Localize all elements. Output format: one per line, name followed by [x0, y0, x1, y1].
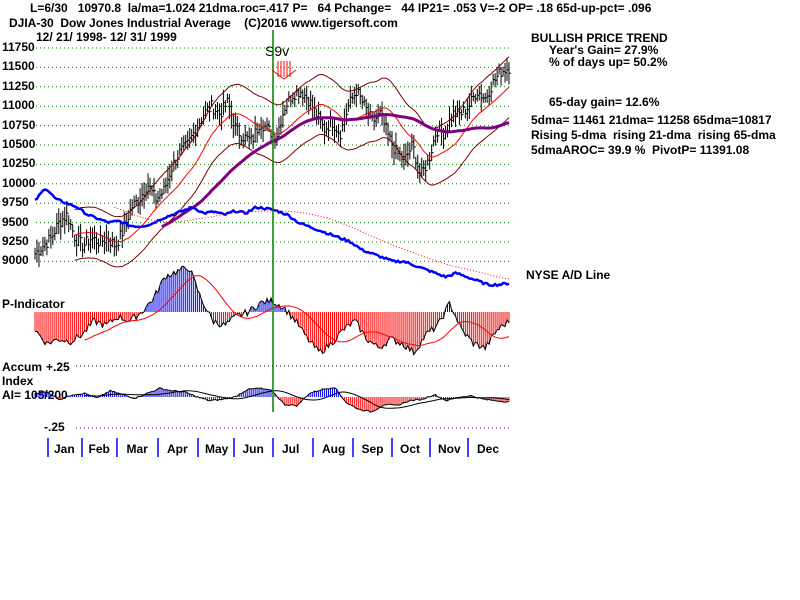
y-tick-label: 10500 — [2, 137, 36, 151]
year-gain: Year's Gain= 27.9% — [549, 43, 659, 57]
ma21-line — [74, 86, 510, 243]
days-up: % of days up= 50.2% — [549, 55, 668, 69]
p-indicator-label: P-Indicator — [2, 297, 65, 311]
minus25-label: -.25 — [44, 420, 65, 434]
month-label: Feb — [88, 442, 110, 456]
accum-index-ma-line — [84, 390, 510, 409]
trend-label: BULLISH PRICE TREND — [531, 31, 668, 45]
month-label: Sep — [361, 442, 384, 456]
y-tick-label: 10250 — [2, 156, 36, 171]
ad-ma-line — [114, 206, 510, 280]
month-label: Dec — [477, 442, 500, 456]
month-label: Jan — [54, 442, 75, 456]
chart-title: DJIA-30 Dow Jones Industrial Average (C)… — [9, 16, 398, 30]
month-label: Oct — [400, 442, 421, 456]
aroc-pivot: 5dmaAROC= 39.9 % PivotP= 11391.08 — [531, 143, 750, 157]
y-tick-label: 11500 — [2, 59, 35, 74]
ad-line — [34, 188, 510, 288]
month-label: May — [205, 442, 229, 456]
y-tick-label: 11000 — [2, 98, 35, 113]
date-range: 12/ 21/ 1998- 12/ 31/ 1999 — [36, 30, 177, 44]
month-label: Aug — [322, 442, 346, 456]
dma-values: 5dma= 11461 21dma= 11258 65dma=10817 — [531, 113, 772, 127]
upper-band — [74, 56, 510, 218]
header-stats-line: L=6/30 10970.8 la/ma=1.024 21dma.roc=.41… — [30, 1, 652, 15]
ma65-line — [161, 113, 510, 229]
sell-arrow-head-icon — [271, 69, 297, 80]
month-label: Mar — [126, 442, 148, 456]
lower-band — [74, 117, 510, 268]
y-tick-label: 9500 — [2, 214, 29, 229]
rising-dma: Rising 5-dma rising 21-dma rising 65-dma — [531, 128, 776, 142]
ad-line-label: NYSE A/D Line — [526, 268, 611, 282]
gain-65day: 65-day gain= 12.6% — [549, 95, 660, 109]
y-tick-label: 10750 — [2, 117, 36, 132]
month-label: Apr — [167, 442, 188, 456]
month-label: Jun — [242, 442, 264, 456]
month-label: Nov — [438, 442, 461, 456]
y-tick-label: 11250 — [2, 78, 35, 93]
accum-label: Accum — [2, 360, 43, 374]
plus25-label: +.25 — [46, 360, 70, 374]
index-label: Index — [2, 374, 34, 388]
y-tick-label: 9750 — [2, 195, 29, 210]
signal-label: S9v — [265, 43, 290, 59]
y-tick-label: 11750 — [2, 40, 35, 54]
month-label: Jul — [282, 442, 300, 456]
y-tick-label: 10000 — [2, 175, 36, 190]
y-tick-label: 9250 — [2, 234, 29, 248]
y-tick-label: 9000 — [2, 253, 29, 268]
p-indicator-ma-line — [84, 275, 510, 347]
p-indicator-line — [34, 265, 510, 356]
